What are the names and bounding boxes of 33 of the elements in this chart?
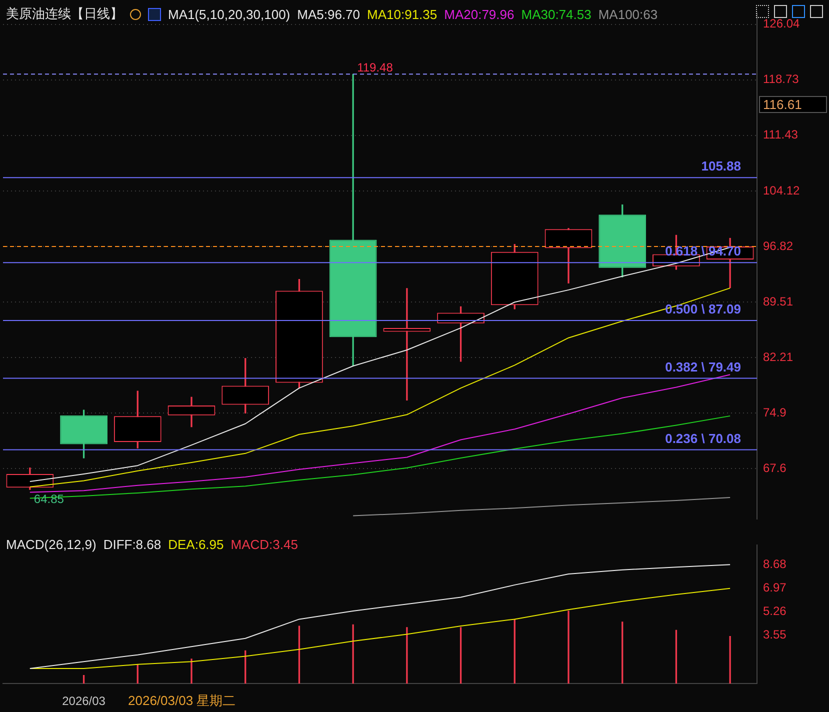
text: 116.61 bbox=[759, 96, 827, 113]
text: MA20:79.96 bbox=[444, 6, 514, 22]
y-tick-label: 82.21 bbox=[763, 350, 794, 364]
text: MA10:91.35 bbox=[367, 6, 438, 22]
y-tick-label: 74.9 bbox=[763, 405, 787, 420]
text: DEA:6.95 bbox=[168, 537, 224, 552]
candlestick bbox=[383, 288, 431, 401]
chart-title: MACD(26,12,9) bbox=[6, 537, 96, 552]
y-tick-label: 3.55 bbox=[763, 627, 787, 642]
y-tick-label: 118.73 bbox=[763, 72, 800, 86]
y-tick-label: 111.43 bbox=[763, 128, 798, 142]
ref-line-label: 0.500 \ 87.09 bbox=[665, 302, 741, 317]
chart-subtitle: MA1(5,10,20,30,100) bbox=[168, 6, 290, 22]
y-tick-label: 89.51 bbox=[763, 294, 794, 308]
x-tick-label: 2026/03 bbox=[62, 694, 106, 708]
text: MA100:63 bbox=[598, 6, 658, 22]
y-tick-label: 96.82 bbox=[763, 238, 794, 253]
text: 2026/03/03 星期二 bbox=[128, 692, 236, 710]
y-tick-label: 104.12 bbox=[763, 183, 800, 198]
ref-line-label: 0.382 \ 79.49 bbox=[665, 359, 741, 374]
text: MACD:3.45 bbox=[230, 537, 298, 552]
text: MA5:96.70 bbox=[297, 6, 360, 22]
y-tick-label: 8.68 bbox=[763, 556, 787, 571]
text: DIFF:8.68 bbox=[103, 537, 162, 552]
annotation: 119.48 bbox=[357, 60, 394, 74]
y-tick-label: 6.97 bbox=[763, 580, 787, 594]
ref-line-label: 105.88 bbox=[701, 158, 741, 174]
y-tick-label: 5.26 bbox=[763, 604, 787, 618]
y-tick-label: 126.04 bbox=[763, 16, 800, 31]
chart-title: 美原油连续【日线】 bbox=[6, 5, 123, 23]
text: MA30:74.53 bbox=[521, 6, 592, 22]
y-tick-label: 67.6 bbox=[763, 460, 787, 475]
ref-line-label: 0.236 \ 70.08 bbox=[665, 430, 741, 446]
